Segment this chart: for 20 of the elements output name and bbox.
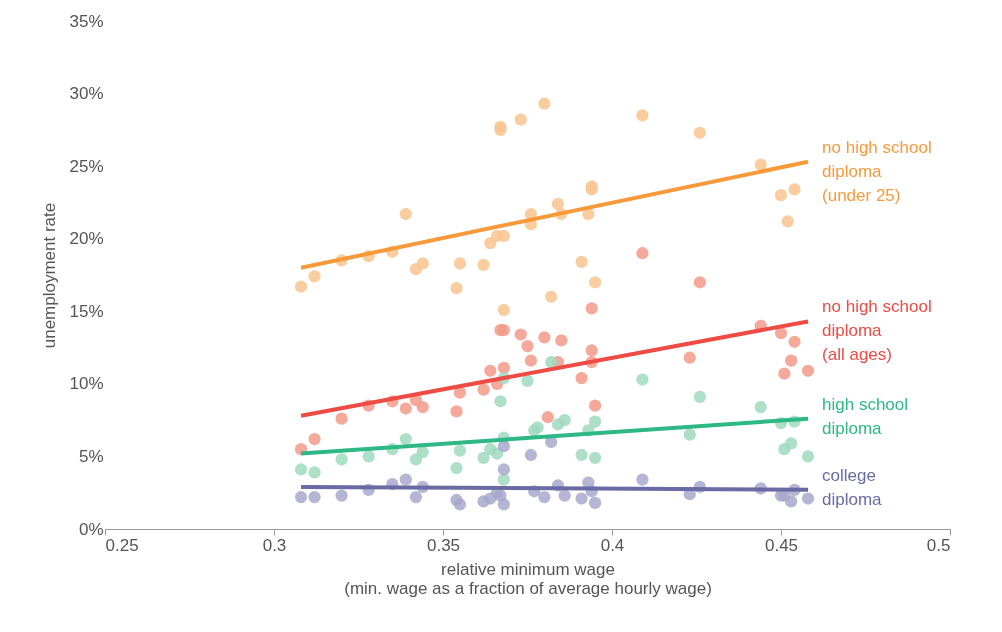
y-tick-label: 20% [69, 229, 104, 249]
x-tick-label: 0.45 [764, 535, 799, 555]
y-tick-label: 10% [69, 374, 104, 394]
x-tick-label: 0.4 [600, 535, 625, 555]
series-label: college diploma [822, 465, 883, 509]
x-axis-title: relative minimum wage (min. wage as a fraction of average hourly wage) [344, 559, 712, 598]
y-axis-title: unemployment rate [40, 202, 60, 349]
series-label: no high school diploma (all ages) [822, 297, 932, 365]
y-tick-label: 15% [69, 301, 104, 321]
x-tick-label: 0.5 [926, 535, 951, 555]
y-tick-label: 25% [69, 156, 104, 176]
y-tick-label: 5% [78, 446, 104, 466]
x-tick-label: 0.25 [105, 535, 139, 555]
series-label: high school diploma [822, 394, 909, 438]
y-tick-label: 30% [69, 84, 104, 104]
y-tick-label: 0% [78, 519, 104, 539]
series-label: no high school diploma (under 25) [822, 137, 932, 205]
x-tick-label: 0.35 [426, 535, 461, 555]
y-tick-label: 35% [69, 11, 104, 31]
x-tick-label: 0.3 [262, 535, 287, 555]
